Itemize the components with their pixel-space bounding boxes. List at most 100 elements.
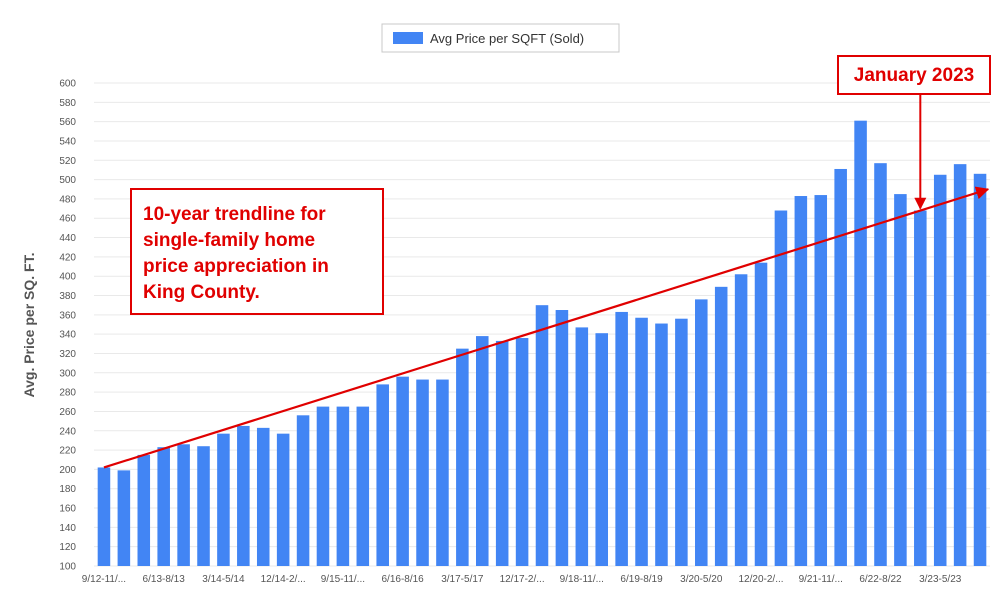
bar-series [97,120,987,567]
bar[interactable] [675,318,688,566]
bar[interactable] [416,379,429,566]
bar[interactable] [117,470,131,566]
y-tick-label: 180 [59,484,76,495]
trendline-annotation: 10-year trendline for single-family home… [130,188,384,315]
y-tick-label: 460 [59,214,76,225]
bar[interactable] [376,384,389,566]
y-tick-label: 540 [59,136,76,147]
y-tick-label: 420 [59,252,76,263]
x-tick-label: 9/12-11/... [82,574,126,585]
x-tick-label: 3/17-5/17 [441,574,484,585]
y-tick-label: 300 [59,368,76,379]
bar[interactable] [933,174,947,566]
bar[interactable] [97,467,111,566]
bar[interactable] [356,406,370,566]
x-tick-label: 12/20-2/... [739,574,784,585]
y-axis-ticks: 100 120 140 160 180 200 220 240 260 280 300 320 340 3… [59,79,76,573]
bar[interactable] [296,415,310,566]
bar[interactable] [615,311,628,566]
y-tick-label: 520 [59,156,76,167]
bar[interactable] [774,210,788,566]
y-tick-label: 160 [59,504,76,515]
y-tick-label: 220 [59,446,76,457]
bar[interactable] [894,194,907,566]
y-tick-label: 260 [59,407,76,418]
bar[interactable] [874,163,887,567]
bar[interactable] [854,120,867,566]
january-2023-annotation: January 2023 [837,55,991,210]
bar[interactable] [436,379,449,566]
bar[interactable] [695,299,708,566]
bar[interactable] [495,340,509,566]
y-tick-label: 560 [59,117,76,128]
bar[interactable] [914,210,927,566]
y-tick-label: 440 [59,233,76,244]
trendline-arrow [103,186,990,469]
bar[interactable] [714,286,728,566]
y-tick-label: 320 [59,349,76,360]
trendline-annotation-line-4: King County. [143,282,260,303]
bar[interactable] [535,305,549,566]
y-tick-label: 480 [59,194,76,205]
x-tick-label: 3/14-5/14 [202,574,245,585]
y-tick-label: 500 [59,175,76,186]
x-tick-label: 9/18-11/... [560,574,604,585]
y-tick-label: 200 [59,465,76,476]
x-tick-label: 6/19-8/19 [620,574,663,585]
bar[interactable] [276,433,290,566]
legend-entry: Avg Price per SQFT (Sold) [430,31,584,46]
bar[interactable] [137,454,151,566]
bar[interactable] [157,447,170,566]
y-tick-label: 100 [59,562,76,573]
bar[interactable] [595,333,609,566]
bar[interactable] [575,327,589,566]
bar[interactable] [953,164,967,567]
bar[interactable] [197,446,210,566]
y-tick-label: 120 [59,542,76,553]
bar[interactable] [555,310,569,566]
bar[interactable] [316,406,330,566]
x-tick-label: 12/14-2/... [261,574,306,585]
january-2023-box [837,55,991,95]
bar[interactable] [834,168,847,566]
bar[interactable] [754,262,768,566]
bar[interactable] [655,323,668,566]
bar[interactable] [396,376,409,566]
bar[interactable] [456,348,469,566]
bar[interactable] [734,274,748,566]
bar[interactable] [256,427,270,566]
bar[interactable] [217,433,230,566]
x-axis-ticks: 9/12-11/... 6/13-8/13 3/14-5/14 12/14-2/...… [82,574,962,585]
trendline-annotation-line-2: single-family home [143,230,315,251]
bar[interactable] [635,317,648,566]
y-tick-label: 360 [59,310,76,321]
y-tick-label: 600 [59,79,76,90]
y-tick-label: 380 [59,291,76,302]
y-tick-label: 280 [59,388,76,399]
trendline-annotation-line-3: price appreciation in [143,256,329,277]
bar[interactable] [177,444,190,566]
bar[interactable] [973,173,987,566]
y-axis-label: Avg. Price per SQ. FT. [21,253,37,398]
bar[interactable] [814,195,828,566]
x-tick-label: 6/13-8/13 [143,574,186,585]
y-tick-label: 400 [59,272,76,283]
x-tick-label: 3/20-5/20 [680,574,723,585]
x-tick-label: 6/22-8/22 [859,574,902,585]
trendline-annotation-line-1: 10-year trendline for [143,204,326,225]
y-tick-label: 240 [59,426,76,437]
x-tick-label: 9/15-11/... [321,574,365,585]
bar[interactable] [794,196,808,566]
bar[interactable] [336,406,350,566]
trendline-annotation-box [130,188,384,315]
legend-swatch [393,32,423,44]
bar[interactable] [237,425,250,566]
y-tick-label: 580 [59,98,76,109]
x-tick-label: 6/16-8/16 [381,574,424,585]
legend[interactable]: Avg Price per SQFT (Sold) [381,23,620,53]
bar[interactable] [475,336,489,566]
x-tick-label: 3/23-5/23 [919,574,962,585]
bar[interactable] [515,338,529,566]
y-tick-label: 340 [59,330,76,341]
